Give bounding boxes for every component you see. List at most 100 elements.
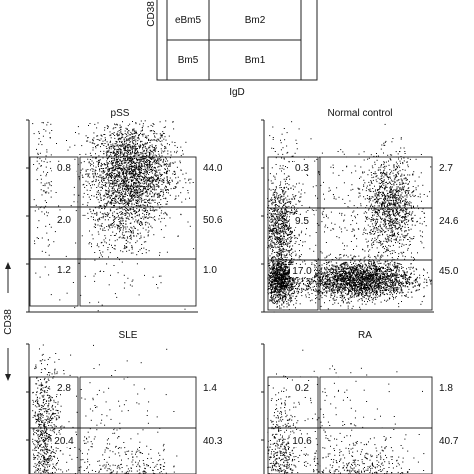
event-dot bbox=[163, 198, 165, 199]
event-dot bbox=[289, 224, 290, 226]
event-dot bbox=[283, 292, 285, 294]
event-dot bbox=[104, 206, 106, 207]
event-dot bbox=[107, 249, 109, 251]
event-dot bbox=[164, 168, 166, 170]
event-dot bbox=[270, 271, 272, 273]
event-dot bbox=[125, 210, 127, 211]
event-dot bbox=[78, 176, 80, 178]
event-dot bbox=[276, 265, 278, 267]
event-dot bbox=[169, 162, 171, 164]
event-dot bbox=[123, 248, 125, 250]
event-dot bbox=[132, 171, 134, 173]
cd38-axis-label: CD38 bbox=[3, 262, 14, 381]
event-dot bbox=[157, 163, 159, 165]
event-dot bbox=[106, 202, 108, 204]
event-dot bbox=[110, 202, 112, 204]
event-dot bbox=[141, 127, 143, 129]
event-dot bbox=[111, 145, 113, 147]
event-dot bbox=[123, 227, 124, 229]
event-dot bbox=[136, 173, 138, 175]
gate-value-bg bbox=[52, 214, 76, 226]
event-dot bbox=[290, 287, 292, 289]
event-dot bbox=[288, 226, 290, 228]
event-dot bbox=[117, 154, 118, 156]
event-dot bbox=[291, 287, 293, 289]
event-dot bbox=[139, 123, 141, 125]
event-dot bbox=[268, 285, 270, 287]
event-dot bbox=[273, 283, 275, 285]
event-dot bbox=[46, 149, 48, 151]
event-dot bbox=[278, 276, 280, 277]
event-dot bbox=[272, 273, 274, 275]
event-dot bbox=[131, 213, 133, 214]
event-dot bbox=[125, 231, 127, 233]
event-dot bbox=[113, 152, 115, 154]
event-dot bbox=[163, 172, 165, 173]
event-dot bbox=[80, 172, 82, 174]
event-dot bbox=[136, 176, 138, 178]
event-dot bbox=[159, 196, 160, 198]
event-dot bbox=[114, 188, 115, 190]
event-dot bbox=[160, 180, 162, 182]
event-dot bbox=[117, 165, 119, 167]
event-dot bbox=[121, 177, 123, 179]
event-dot bbox=[158, 163, 160, 165]
event-dot bbox=[100, 138, 102, 140]
event-dot bbox=[145, 195, 147, 197]
event-dot bbox=[45, 155, 47, 157]
gate-ebm5-label: eBm5 bbox=[175, 15, 202, 26]
event-dot bbox=[46, 151, 48, 153]
event-dot bbox=[285, 298, 287, 300]
event-dot bbox=[126, 138, 127, 140]
event-dot bbox=[141, 168, 143, 170]
event-dot bbox=[278, 282, 280, 284]
event-dot bbox=[288, 262, 290, 264]
event-dot bbox=[283, 279, 285, 281]
event-dot bbox=[270, 284, 272, 286]
event-dot bbox=[112, 163, 114, 165]
event-dot bbox=[391, 274, 393, 275]
event-dot bbox=[118, 207, 120, 209]
event-dot bbox=[274, 267, 275, 269]
event-dot bbox=[106, 226, 108, 227]
event-dot bbox=[111, 167, 113, 168]
event-dot bbox=[116, 239, 118, 241]
event-dot bbox=[141, 165, 143, 167]
event-dot bbox=[131, 162, 133, 164]
event-dot bbox=[97, 185, 99, 187]
event-dot bbox=[99, 161, 100, 163]
event-dot bbox=[110, 274, 111, 276]
event-dot bbox=[134, 133, 136, 134]
event-dot bbox=[282, 271, 284, 273]
event-dot bbox=[89, 163, 91, 165]
event-dot bbox=[283, 287, 285, 289]
event-dot bbox=[275, 295, 277, 297]
event-dot bbox=[95, 224, 97, 226]
event-dot bbox=[270, 228, 272, 230]
event-dot bbox=[126, 189, 127, 191]
event-dot bbox=[291, 258, 293, 259]
event-dot bbox=[146, 217, 148, 219]
event-dot bbox=[138, 201, 140, 203]
event-dot bbox=[288, 201, 290, 203]
event-dot bbox=[272, 225, 274, 227]
event-dot bbox=[139, 175, 141, 177]
event-dot bbox=[89, 152, 91, 154]
event-dot bbox=[276, 228, 277, 230]
event-dot bbox=[184, 308, 186, 310]
event-dot bbox=[176, 146, 178, 148]
event-dot bbox=[158, 196, 160, 198]
event-dot bbox=[103, 271, 105, 272]
event-dot bbox=[180, 169, 182, 171]
event-dot bbox=[289, 201, 291, 203]
event-dot bbox=[288, 205, 290, 207]
event-dot bbox=[106, 197, 108, 199]
event-dot bbox=[282, 269, 284, 271]
event-dot bbox=[117, 225, 119, 227]
event-dot bbox=[280, 215, 282, 217]
event-dot bbox=[156, 133, 158, 135]
event-dot bbox=[292, 251, 294, 253]
event-dot bbox=[137, 190, 139, 192]
event-dot bbox=[278, 291, 280, 293]
event-dot bbox=[290, 284, 292, 286]
